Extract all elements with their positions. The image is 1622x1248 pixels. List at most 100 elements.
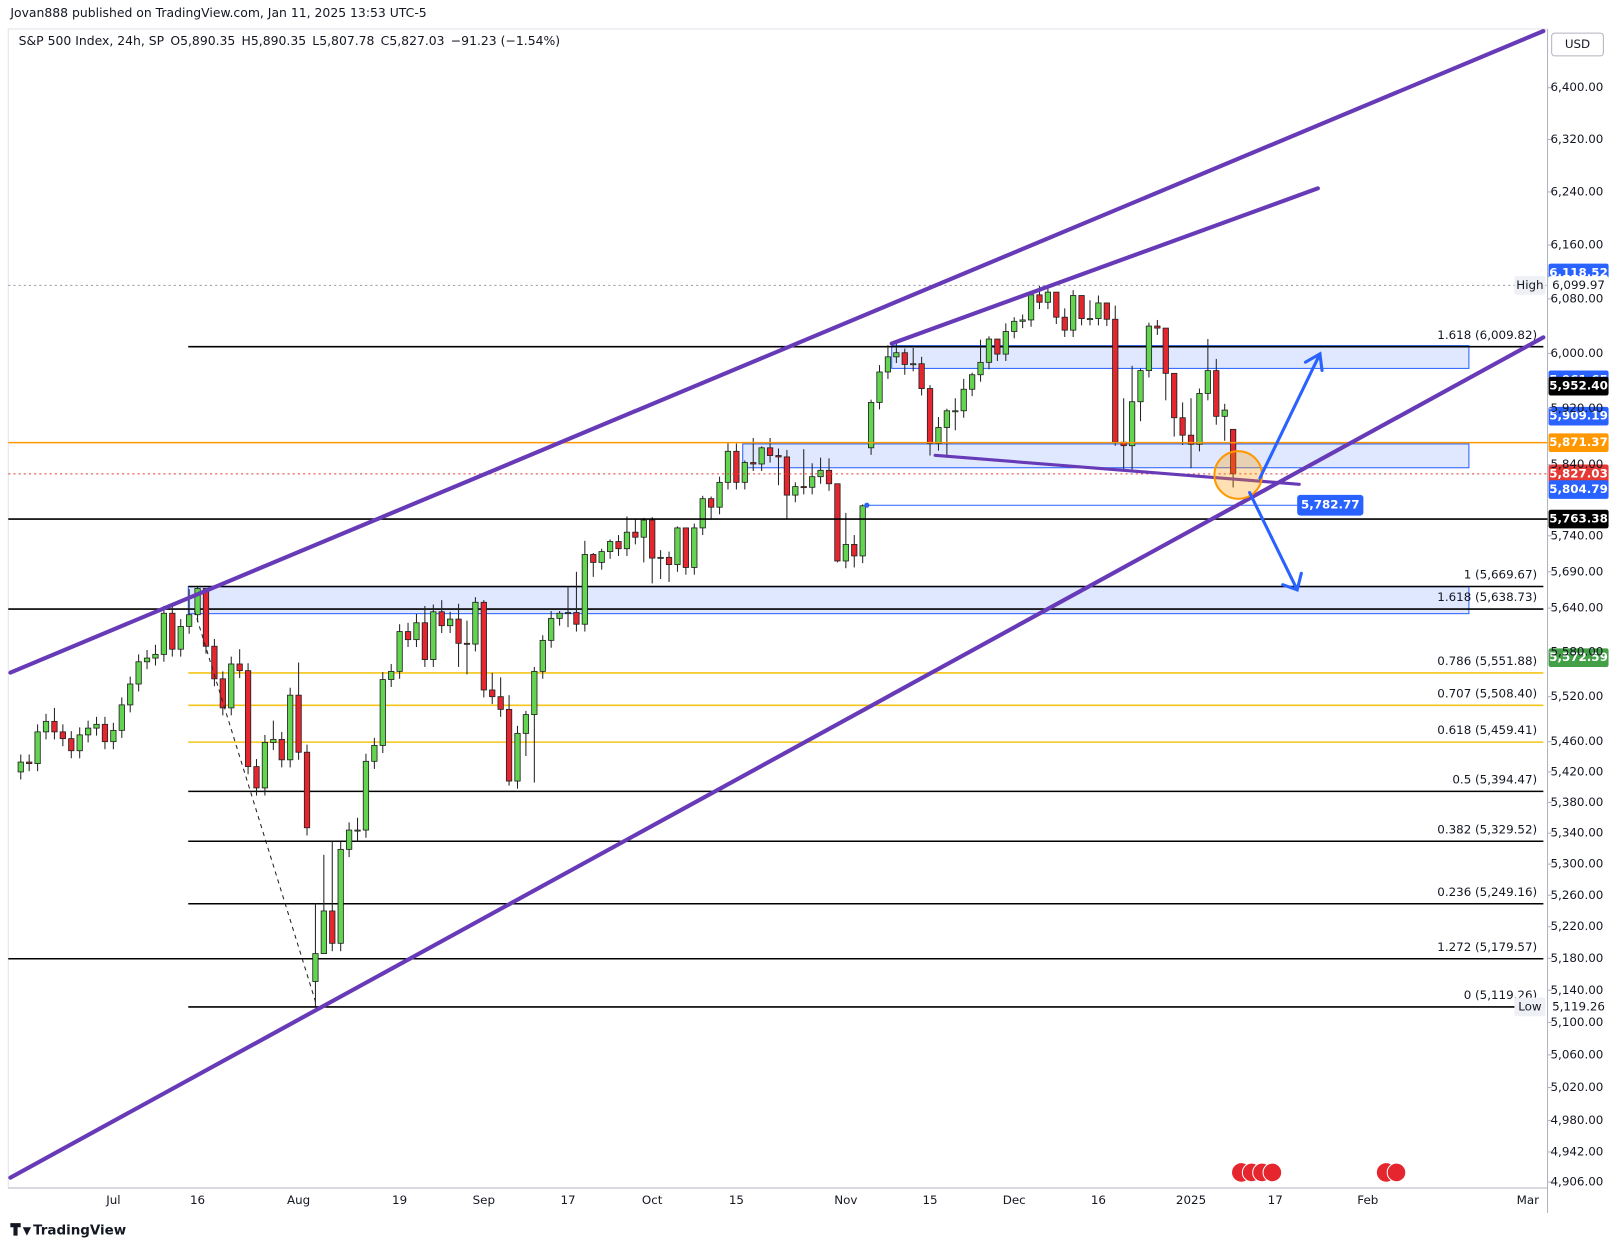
candle-body — [531, 670, 538, 716]
x-tick-label: 19 — [392, 1193, 407, 1207]
y-tick-label: 6,320.00 — [1550, 132, 1603, 146]
candle-body — [278, 738, 285, 761]
candle-body — [985, 338, 993, 363]
candle-body — [253, 766, 260, 789]
candle-body — [758, 447, 765, 465]
candle-body — [792, 486, 799, 496]
candle-body — [952, 410, 959, 413]
candle-body — [1027, 294, 1035, 321]
candle-body — [59, 731, 66, 740]
brand: TradingView — [33, 1223, 126, 1238]
fib-label: 0.786 (5,551.88) — [1437, 654, 1537, 668]
y-tick-label: 5,420.00 — [1550, 764, 1603, 778]
candle-body — [539, 639, 546, 672]
candle-body — [674, 527, 681, 565]
candle-body — [960, 388, 967, 412]
candle-body — [110, 729, 117, 743]
candle-body — [346, 829, 353, 850]
candle-body — [682, 527, 689, 568]
candle-body — [716, 481, 723, 508]
candle-body — [1221, 409, 1228, 417]
calendar-icons — [1232, 1162, 1407, 1183]
candle-body — [657, 556, 664, 559]
price-tag-label: 5,804.79 — [1549, 482, 1608, 496]
price-tag-note: Low — [1518, 999, 1542, 1013]
candle-body — [548, 617, 555, 641]
candle-body — [632, 531, 639, 538]
y-tick-label: 6,240.00 — [1550, 184, 1603, 198]
candle-body — [236, 663, 243, 672]
candle-body — [606, 541, 614, 553]
fib-label: 0.236 (5,249.16) — [1437, 885, 1537, 899]
candle-body — [775, 455, 782, 458]
y-tick-label: 4,980.00 — [1550, 1113, 1603, 1127]
candle-body — [34, 731, 41, 764]
y-tick-label: 5,840.00 — [1550, 457, 1603, 471]
candle-body — [337, 848, 344, 944]
candle-body — [825, 469, 833, 485]
fib-label: 1.618 (5,638.73) — [1437, 590, 1537, 604]
price-tag — [1548, 997, 1609, 1017]
legend-symbol: S&P 500 Index, 24h, SP — [19, 33, 165, 48]
event-icon — [1262, 1162, 1283, 1183]
candle-body — [564, 612, 572, 614]
candle-body — [85, 727, 92, 736]
candle-body — [329, 910, 336, 944]
price-tag-label: 5,763.38 — [1549, 512, 1608, 526]
brand-logo — [10, 1223, 32, 1236]
candle-body — [118, 704, 125, 731]
candle-body — [472, 601, 479, 645]
candle-body — [994, 338, 1001, 355]
candle-body — [708, 498, 715, 508]
fib-label: 0.5 (5,394.47) — [1452, 772, 1537, 786]
candle-body — [211, 645, 218, 680]
arrows — [1248, 351, 1324, 592]
candle-body — [573, 612, 580, 625]
candle-body — [1002, 331, 1009, 355]
candle-body — [295, 694, 302, 753]
y-tick-label: 5,690.00 — [1550, 564, 1603, 578]
channel-lower — [8, 335, 1546, 1180]
price-tag — [1548, 406, 1609, 426]
candle-body — [489, 689, 496, 698]
candle-body — [598, 551, 605, 563]
candle-body — [1171, 372, 1178, 419]
y-tick-label: 6,160.00 — [1550, 238, 1603, 252]
candle-body — [287, 694, 294, 761]
annotation-label: 5,782.77 — [1301, 498, 1360, 512]
currency-box[interactable] — [1551, 32, 1604, 57]
candle-body — [1204, 370, 1211, 394]
candle-body — [514, 732, 521, 782]
x-tick-label: Feb — [1357, 1193, 1378, 1207]
candle-body — [834, 483, 841, 562]
fib-label: 0.707 (5,508.40) — [1437, 686, 1537, 700]
candle-body — [800, 486, 807, 489]
price-tag-label: 5,119.26 — [1552, 999, 1605, 1013]
annotation-box — [1297, 494, 1364, 516]
candle-body — [851, 543, 858, 557]
candle-body — [480, 601, 487, 691]
swing-line — [193, 610, 316, 1002]
candle-body — [977, 361, 984, 376]
candle-body — [362, 760, 370, 831]
currency: USD — [1565, 37, 1590, 51]
candle-body — [1103, 302, 1110, 320]
candle-body — [270, 738, 277, 743]
candle-body — [152, 653, 159, 659]
x-tick-label: 16 — [190, 1193, 205, 1207]
fib-label: 0.618 (5,459.41) — [1437, 723, 1537, 737]
x-tick-label: Nov — [834, 1193, 857, 1207]
candle-body — [1053, 291, 1060, 318]
candle-body — [160, 612, 167, 655]
y-tick-label: 5,460.00 — [1550, 734, 1603, 748]
candle-body — [918, 363, 925, 389]
trend-lines — [8, 28, 1546, 1180]
y-tick-label: 5,020.00 — [1550, 1080, 1603, 1094]
candle-body — [261, 742, 269, 789]
candle-body — [354, 829, 361, 832]
candle-body — [1078, 295, 1085, 319]
candle-body — [421, 622, 428, 660]
candle-body — [750, 462, 757, 465]
candle-body — [1095, 302, 1102, 319]
